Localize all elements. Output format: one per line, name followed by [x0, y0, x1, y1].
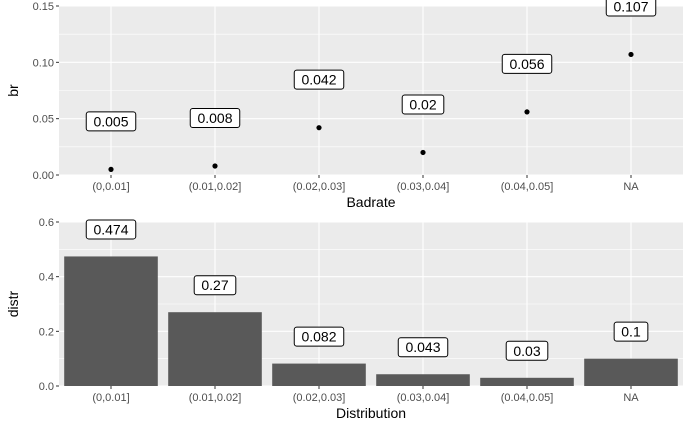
data-label: 0.27	[201, 277, 228, 293]
x-tick-label: (0.03,0.04]	[397, 392, 450, 404]
x-tick-label: (0.01,0.02]	[189, 181, 242, 193]
x-tick-label: (0.04,0.05]	[501, 181, 554, 193]
y-axis-title: distr	[5, 290, 21, 317]
bar	[64, 256, 158, 386]
data-label: 0.03	[513, 343, 540, 359]
data-point	[628, 51, 634, 58]
bar	[168, 312, 262, 386]
x-tick-label: (0.02,0.03]	[293, 181, 346, 193]
data-label: 0.082	[301, 329, 336, 345]
y-tick-label: 0.0	[39, 381, 54, 393]
bar	[376, 374, 470, 386]
data-point	[212, 163, 218, 169]
y-tick-label: 0.00	[33, 170, 54, 182]
y-tick-label: 0.05	[33, 114, 54, 126]
x-tick-label: (0,0.01]	[92, 392, 129, 404]
data-label: 0.005	[93, 113, 128, 129]
data-label-box	[501, 53, 553, 74]
data-point	[420, 149, 426, 156]
x-axis-title: Badrate	[346, 194, 395, 210]
bar	[272, 363, 366, 386]
distribution-chart: 0.0 0.2 0.4 0.6 (0,0.01] (0.01,0.02] (0.02,0.0…	[5, 217, 683, 421]
y-tick-label: 0.6	[39, 217, 54, 229]
badrate-chart: 0.00 0.05 0.10 0.15 (0,0.01] (0.01,0.02] (0.02…	[5, 0, 683, 210]
bar	[480, 377, 574, 386]
data-label-box	[401, 94, 445, 115]
data-label: 0.008	[197, 110, 232, 126]
y-tick-label: 0.10	[33, 57, 54, 69]
data-label-box	[85, 219, 137, 240]
x-tick-label: (0.02,0.03]	[293, 392, 346, 404]
data-point	[524, 109, 530, 115]
x-tick-label: (0.04,0.05]	[501, 392, 554, 404]
data-label: 0.02	[409, 96, 436, 112]
data-label-box	[397, 337, 449, 358]
y-tick-label: 0.15	[33, 1, 54, 13]
x-tick-label: (0.01,0.02]	[189, 392, 242, 404]
data-label: 0.1	[621, 324, 641, 340]
data-label: 0.107	[613, 0, 648, 14]
data-label-box	[505, 340, 549, 361]
x-tick-label: (0,0.01]	[92, 181, 129, 193]
x-tick-label: NA	[623, 181, 639, 193]
data-label-box	[613, 321, 649, 342]
y-tick-label: 0.4	[39, 272, 54, 284]
data-label: 0.043	[405, 339, 440, 355]
data-label-box	[293, 69, 345, 90]
data-label-box	[293, 326, 345, 347]
data-label-box	[189, 107, 241, 128]
x-tick-label: (0.03,0.04]	[397, 181, 450, 193]
data-label: 0.042	[301, 72, 336, 88]
bar	[584, 358, 678, 386]
data-point	[108, 166, 114, 172]
data-label: 0.474	[93, 221, 128, 237]
x-axis-title: Distribution	[336, 405, 406, 421]
data-label-box	[193, 275, 237, 296]
x-tick-label: NA	[623, 392, 639, 404]
y-tick-label: 0.2	[39, 326, 54, 338]
y-axis-title: br	[5, 84, 21, 97]
data-point	[316, 125, 322, 131]
data-label-box	[605, 0, 657, 17]
data-label-box	[85, 111, 137, 132]
data-label: 0.056	[509, 56, 544, 72]
